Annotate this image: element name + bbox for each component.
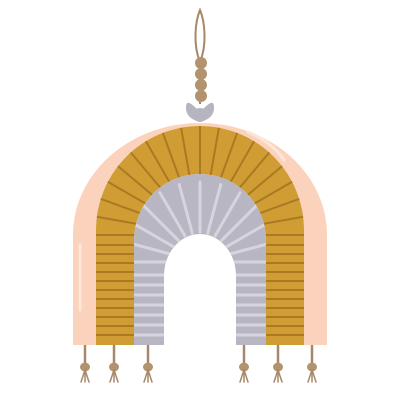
stripe [177, 183, 194, 235]
stripe [110, 160, 156, 198]
tassel [273, 345, 283, 383]
stripe [213, 191, 242, 238]
stripe [258, 214, 304, 226]
stripe [224, 220, 266, 249]
stripe [125, 145, 163, 191]
stripe [250, 176, 301, 206]
stripe [237, 145, 275, 191]
bow-knot [186, 102, 214, 122]
tassel [239, 345, 249, 383]
stripe [244, 160, 290, 198]
tassel [307, 345, 317, 383]
stripe [159, 126, 181, 180]
stripe [134, 220, 176, 249]
stripe [229, 134, 259, 185]
bead [195, 57, 207, 69]
tassels [80, 345, 317, 383]
stripe [206, 183, 223, 235]
stripe [96, 214, 142, 226]
stripe [219, 203, 259, 243]
tassel [143, 345, 153, 383]
bead [195, 90, 207, 102]
outer-band-highlight [246, 130, 286, 162]
stripe [227, 239, 266, 256]
stripe [158, 191, 187, 238]
stripe [141, 203, 181, 243]
stripe [99, 176, 150, 206]
middle-mustard-band [96, 126, 304, 345]
bead [195, 79, 207, 91]
tassel [109, 345, 119, 383]
middle-band-stripes [96, 126, 304, 336]
tassel [80, 345, 90, 383]
stripe [219, 126, 241, 180]
inner-grey-band [134, 174, 266, 345]
bead [195, 68, 207, 80]
stripe [179, 126, 191, 177]
stripe [134, 239, 173, 256]
wooden-beads [195, 57, 207, 102]
stripe [141, 134, 171, 185]
inner-band-stripes [134, 180, 266, 337]
stripe [209, 126, 221, 177]
